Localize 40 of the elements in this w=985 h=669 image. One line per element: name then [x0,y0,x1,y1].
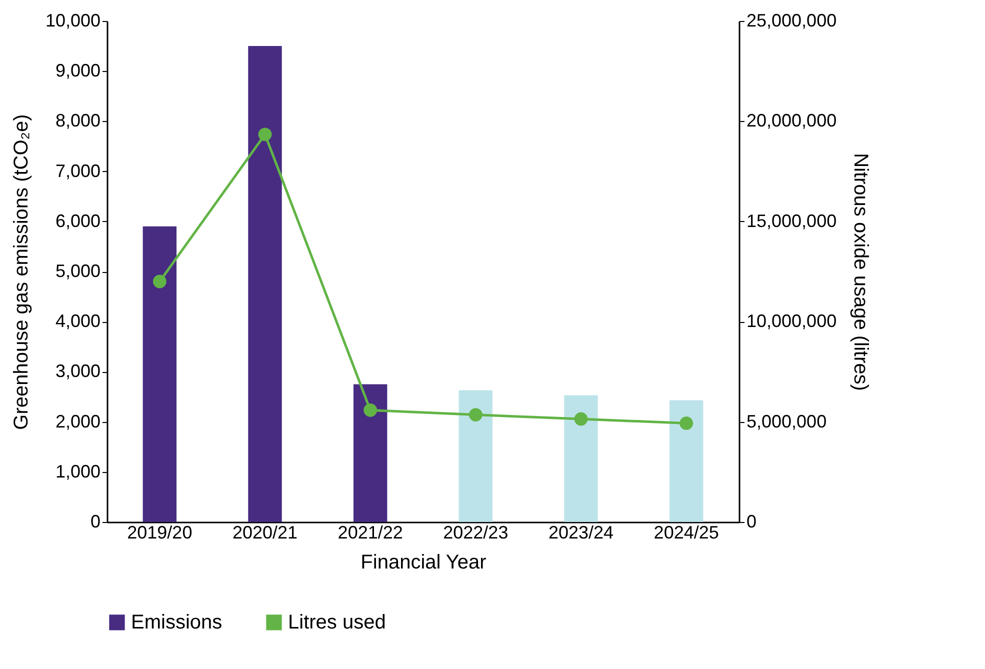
y-tick-label: 5,000 [55,261,100,281]
y-tick-label: 9,000 [55,60,100,81]
x-tick-label: 2021/22 [338,522,403,542]
x-tick-label: 2019/20 [127,522,192,542]
point [152,274,166,288]
y-tick-label: 7,000 [55,160,100,181]
x-tick-label: 2024/25 [654,522,719,542]
y-tick-label: 10,000 [45,10,100,30]
y-tick-label: 3,000 [55,361,100,382]
bar [248,46,282,522]
y2-tick-label: 0 [746,512,757,532]
y-axis-title: Greenhouse gas emissions (tCO₂e) [10,114,32,430]
y-tick-label: 1,000 [55,461,100,482]
y2-tick-label: 5,000,000 [746,411,827,432]
bar [353,384,388,522]
y2-tick-label: 15,000,000 [746,210,837,231]
legend-label: Emissions [131,611,222,634]
y2-tick-label: 25,000,000 [746,10,837,30]
x-axis-title: Financial Year [360,552,487,574]
y-tick-label: 4,000 [55,311,100,332]
y2-tick-label: 10,000,000 [746,311,837,332]
legend-label: Litres used [288,611,386,634]
point [680,416,694,430]
bar [564,395,598,522]
point [468,408,482,422]
y-tick-label: 2,000 [55,411,100,432]
point [364,403,378,417]
bar [458,390,493,522]
x-tick-label: 2020/21 [232,522,298,542]
y2-axis-title: Nitrous oxide usage (litres) [850,153,872,391]
y-tick-label: 6,000 [55,210,100,231]
bar [669,400,704,522]
bar [142,226,177,522]
y-tick-label: 8,000 [55,110,100,131]
x-tick-label: 2023/24 [548,522,614,542]
x-tick-label: 2022/23 [443,522,508,542]
point [258,128,272,142]
y-tick-label: 0 [90,512,100,532]
point [574,412,588,426]
y2-tick-label: 20,000,000 [746,110,837,131]
